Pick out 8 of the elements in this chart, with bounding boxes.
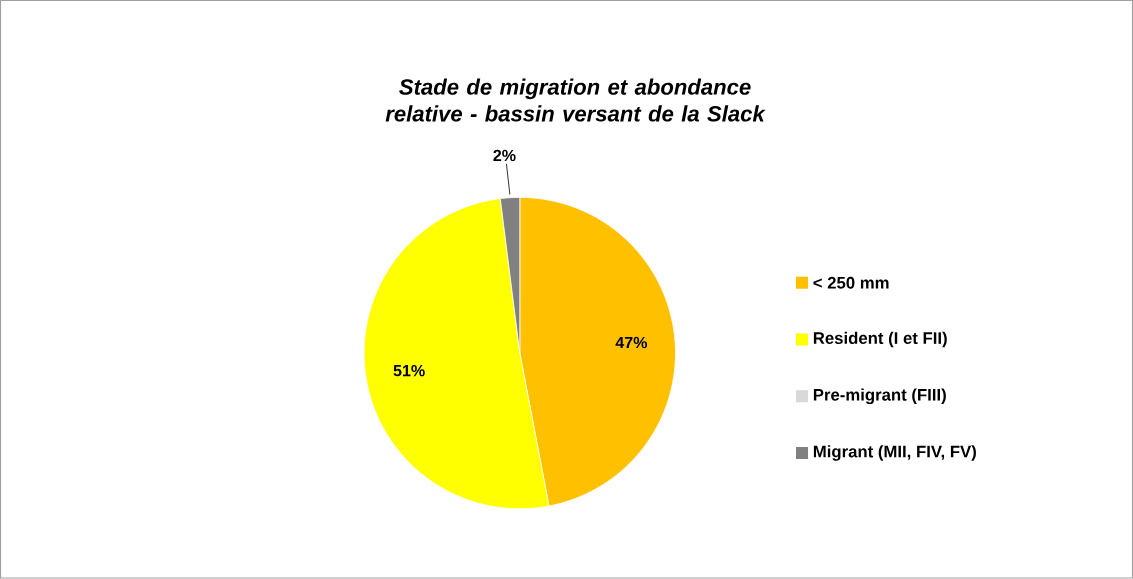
legend-label: Resident (I et FII) xyxy=(813,331,947,348)
data-label: 47% xyxy=(615,337,648,349)
legend-label: < 250 mm xyxy=(813,277,889,289)
data-label: 2% xyxy=(493,149,516,162)
data-label: 51% xyxy=(393,365,425,377)
legend-label: Pre-migrant (FIII) xyxy=(813,388,946,405)
chart-title: Stade de migration et abondance relative - bassin versant de la Slack xyxy=(385,78,766,122)
legend-label: Migrant (MII, FIV, FV) xyxy=(813,445,976,462)
